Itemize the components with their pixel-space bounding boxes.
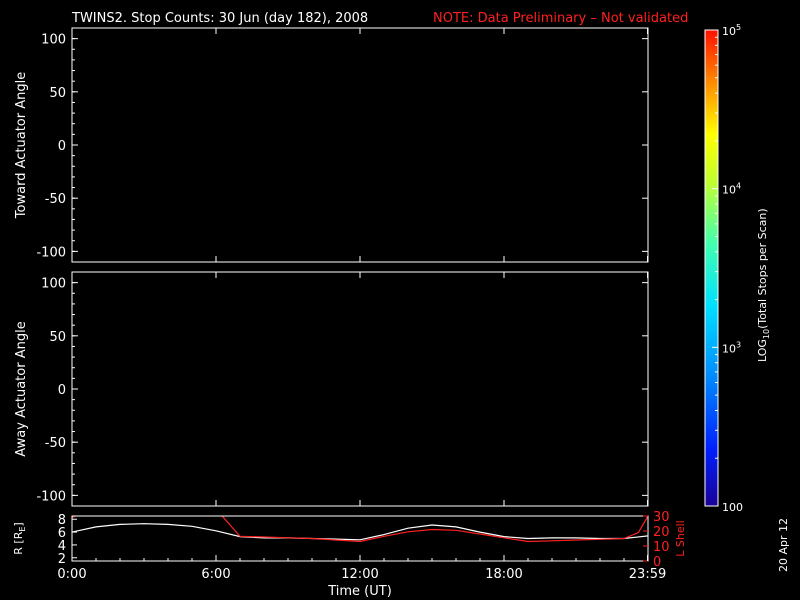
x-axis-label: Time (UT) [327,584,392,599]
toward-actuator-angle-panel: 100 50 0 -50 -100 Toward Actuator Angle [14,27,649,263]
y-tick-label: -100 [36,489,66,504]
y-tick-label: -50 [45,192,66,207]
time-tick-label: 12:00 [341,567,378,582]
time-tick-label: 6:00 [201,567,230,582]
colorbar-tick-label: 100 [722,501,743,514]
time-tick-label: 18:00 [485,567,522,582]
l-shell-tick-label: 30 [653,510,670,525]
r-axis-label: R [RE] [12,522,27,554]
y-tick-label: 0 [58,383,66,398]
chart-title: TWINS2. Stop Counts: 30 Jun (day 182), 2… [71,11,368,26]
l-shell-series-line [72,516,648,543]
away-actuator-angle-panel: 100 50 0 -50 -100 Away Actuator Angle [14,271,649,507]
colorbar-label: LOG10(Total Stops per Scan) [756,208,771,362]
r-tick-label: 2 [58,552,66,567]
y-tick-label: 50 [49,86,66,101]
colorbar-gradient [704,29,719,507]
y-tick-label: -100 [36,245,66,260]
l-shell-tick-label: 20 [653,525,670,540]
y-tick-label: 100 [41,33,66,48]
preliminary-note: NOTE: Data Preliminary – Not validated [433,11,688,26]
r-series-line [72,523,648,541]
r-tick-label: 4 [58,539,66,554]
y-axis-label: Away Actuator Angle [14,321,29,456]
colorbar-tick-label: 103 [722,340,741,355]
date-stamp: 20 Apr 12 [777,518,790,572]
time-tick-label: 0:00 [57,567,86,582]
l-shell-axis-label: L Shell [674,520,687,556]
r-tick-label: 6 [58,526,66,541]
colorbar: LOG10(Total Stops per Scan) 105 104 103 100 [704,23,771,514]
y-axis-label: Toward Actuator Angle [14,72,29,219]
l-shell-tick-label: 10 [653,540,670,555]
time-tick-label: 23:59 [629,567,666,582]
colorbar-tick-label: 104 [722,182,741,197]
plot-area [72,272,648,506]
y-tick-label: 50 [49,330,66,345]
l-shell-tick-label: 0 [653,555,661,570]
y-tick-label: 0 [58,139,66,154]
y-tick-label: -50 [45,436,66,451]
y-tick-label: 100 [41,277,66,292]
r-tick-label: 8 [58,513,66,528]
colorbar-tick-label: 105 [722,23,741,38]
plot-area [72,28,648,262]
